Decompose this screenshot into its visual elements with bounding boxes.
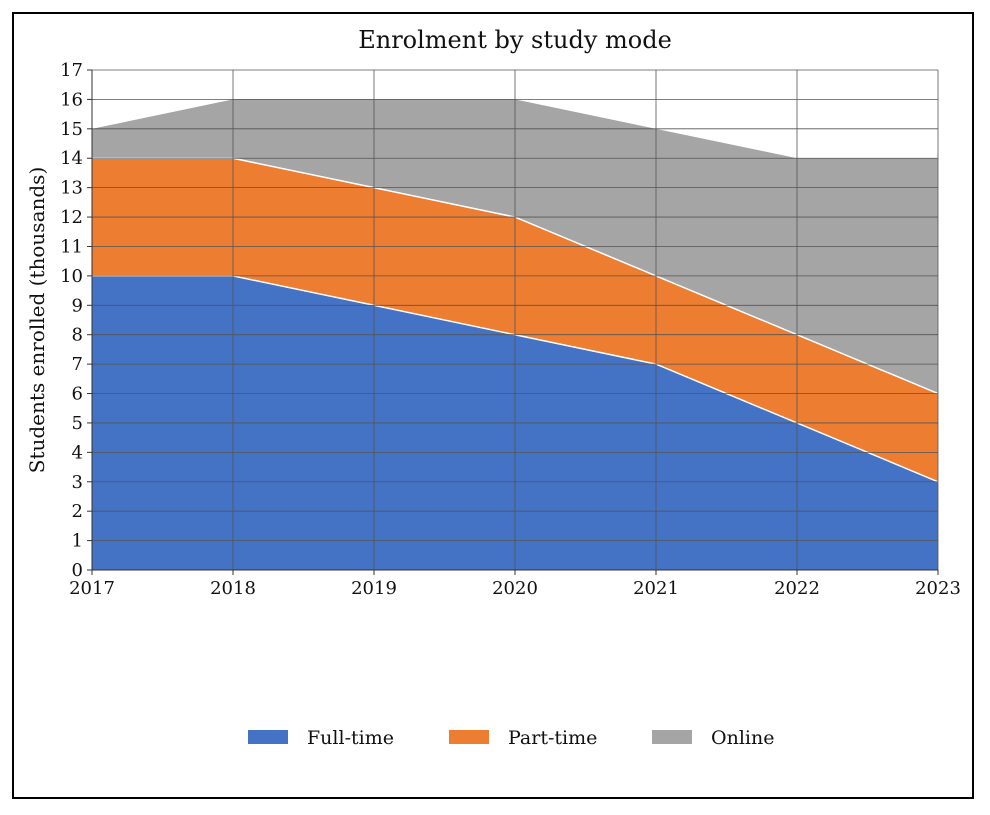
y-tick-label: 1 [72,531,83,552]
y-tick-label: 9 [72,295,83,316]
legend-swatch [449,730,489,744]
y-tick-label: 8 [72,325,83,346]
legend-label: Online [711,727,774,749]
y-tick-label: 17 [60,60,83,81]
y-tick-label: 14 [60,148,83,169]
y-tick-label: 6 [72,384,83,405]
x-tick-label: 2018 [210,578,256,599]
legend-label: Full-time [307,727,394,749]
x-tick-label: 2021 [633,578,679,599]
y-tick-label: 12 [60,207,83,228]
chart-title: Enrolment by study mode [358,26,672,54]
x-tick-label: 2022 [774,578,820,599]
y-tick-label: 2 [72,501,83,522]
x-tick-label: 2019 [351,578,397,599]
legend-label: Part-time [508,727,597,749]
x-tick-label: 2020 [492,578,538,599]
y-tick-label: 7 [72,354,83,375]
legend-swatch [248,730,288,744]
x-tick-label: 2023 [915,578,961,599]
y-tick-label: 16 [60,89,83,110]
y-tick-label: 4 [72,442,83,463]
y-tick-label: 0 [72,560,83,581]
y-axis-label: Students enrolled (thousands) [25,167,49,473]
grid-lines [91,69,939,571]
legend-swatch [652,730,692,744]
legend-item-part-time: Part-time [449,727,597,749]
x-tick-label: 2017 [69,578,115,599]
y-tick-label: 3 [72,472,83,493]
legend-item-full-time: Full-time [248,727,394,749]
y-tick-label: 10 [60,266,83,287]
legend-item-online: Online [652,727,774,749]
legend: Full-time Part-time Online [248,727,774,749]
y-tick-label: 11 [60,236,83,257]
y-tick-label: 13 [60,178,83,199]
y-tick-label: 5 [72,413,83,434]
y-tick-label: 15 [60,119,83,140]
